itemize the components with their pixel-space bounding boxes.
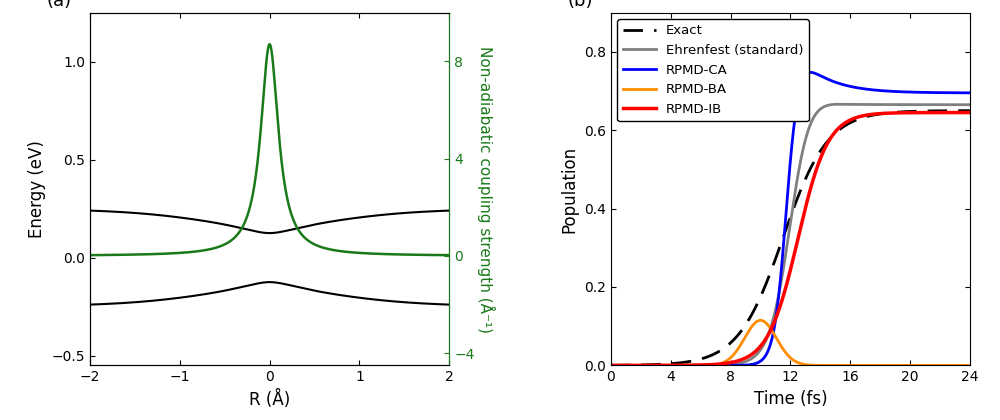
RPMD-CA (954, 90, 966, 95)
RPMD-BA (954, 363, 966, 368)
Line: Exact: Exact (611, 110, 970, 365)
RPMD-CA (623, 363, 635, 368)
Ehrenfest (standard) (964, 102, 976, 107)
RPMD-BA (605, 363, 617, 368)
RPMD-BA (964, 363, 976, 368)
Line: RPMD-IB: RPMD-IB (611, 113, 970, 365)
RPMD-BA (754, 318, 766, 323)
Exact (770, 255, 782, 260)
RPMD-CA (954, 90, 966, 95)
Ehrenfest (standard) (770, 305, 782, 310)
RPMD-BA (770, 335, 782, 340)
RPMD-BA (780, 350, 792, 355)
RPMD-CA (888, 89, 900, 94)
RPMD-IB (888, 110, 900, 116)
Line: RPMD-CA: RPMD-CA (611, 72, 970, 365)
RPMD-BA (888, 363, 900, 368)
RPMD-CA (605, 363, 617, 368)
Ehrenfest (standard) (779, 253, 791, 258)
X-axis label: Time (fs): Time (fs) (754, 390, 827, 408)
Exact (605, 363, 617, 368)
RPMD-IB (779, 286, 791, 291)
Y-axis label: Population: Population (560, 145, 578, 233)
RPMD-CA (779, 218, 791, 223)
Exact (623, 362, 635, 368)
Exact (964, 108, 976, 113)
Ehrenfest (standard) (954, 102, 966, 107)
RPMD-IB (623, 363, 635, 368)
Text: (a): (a) (47, 0, 72, 10)
Ehrenfest (standard) (623, 363, 635, 368)
Y-axis label: Non-adiabatic coupling strength (Å⁻¹): Non-adiabatic coupling strength (Å⁻¹) (477, 45, 495, 333)
RPMD-CA (964, 90, 976, 95)
Exact (779, 228, 791, 234)
Exact (954, 108, 966, 113)
RPMD-CA (804, 70, 816, 75)
RPMD-IB (953, 110, 965, 115)
Ehrenfest (standard) (888, 102, 900, 107)
Exact (953, 108, 965, 113)
Text: (b): (b) (568, 0, 593, 10)
Line: RPMD-BA: RPMD-BA (611, 320, 970, 365)
Legend: Exact, Ehrenfest (standard), RPMD-CA, RPMD-BA, RPMD-IB: Exact, Ehrenfest (standard), RPMD-CA, RP… (617, 19, 809, 121)
Exact (888, 110, 900, 115)
X-axis label: R (Å): R (Å) (249, 390, 290, 409)
Ehrenfest (standard) (829, 102, 841, 107)
Y-axis label: Energy (eV): Energy (eV) (28, 140, 46, 238)
RPMD-IB (605, 363, 617, 368)
Ehrenfest (standard) (605, 363, 617, 368)
RPMD-IB (770, 315, 782, 320)
RPMD-IB (964, 110, 976, 115)
Line: Ehrenfest (standard): Ehrenfest (standard) (611, 104, 970, 365)
RPMD-BA (623, 363, 635, 368)
RPMD-IB (954, 110, 966, 115)
Ehrenfest (standard) (954, 102, 966, 107)
RPMD-BA (954, 363, 966, 368)
RPMD-CA (770, 315, 782, 320)
